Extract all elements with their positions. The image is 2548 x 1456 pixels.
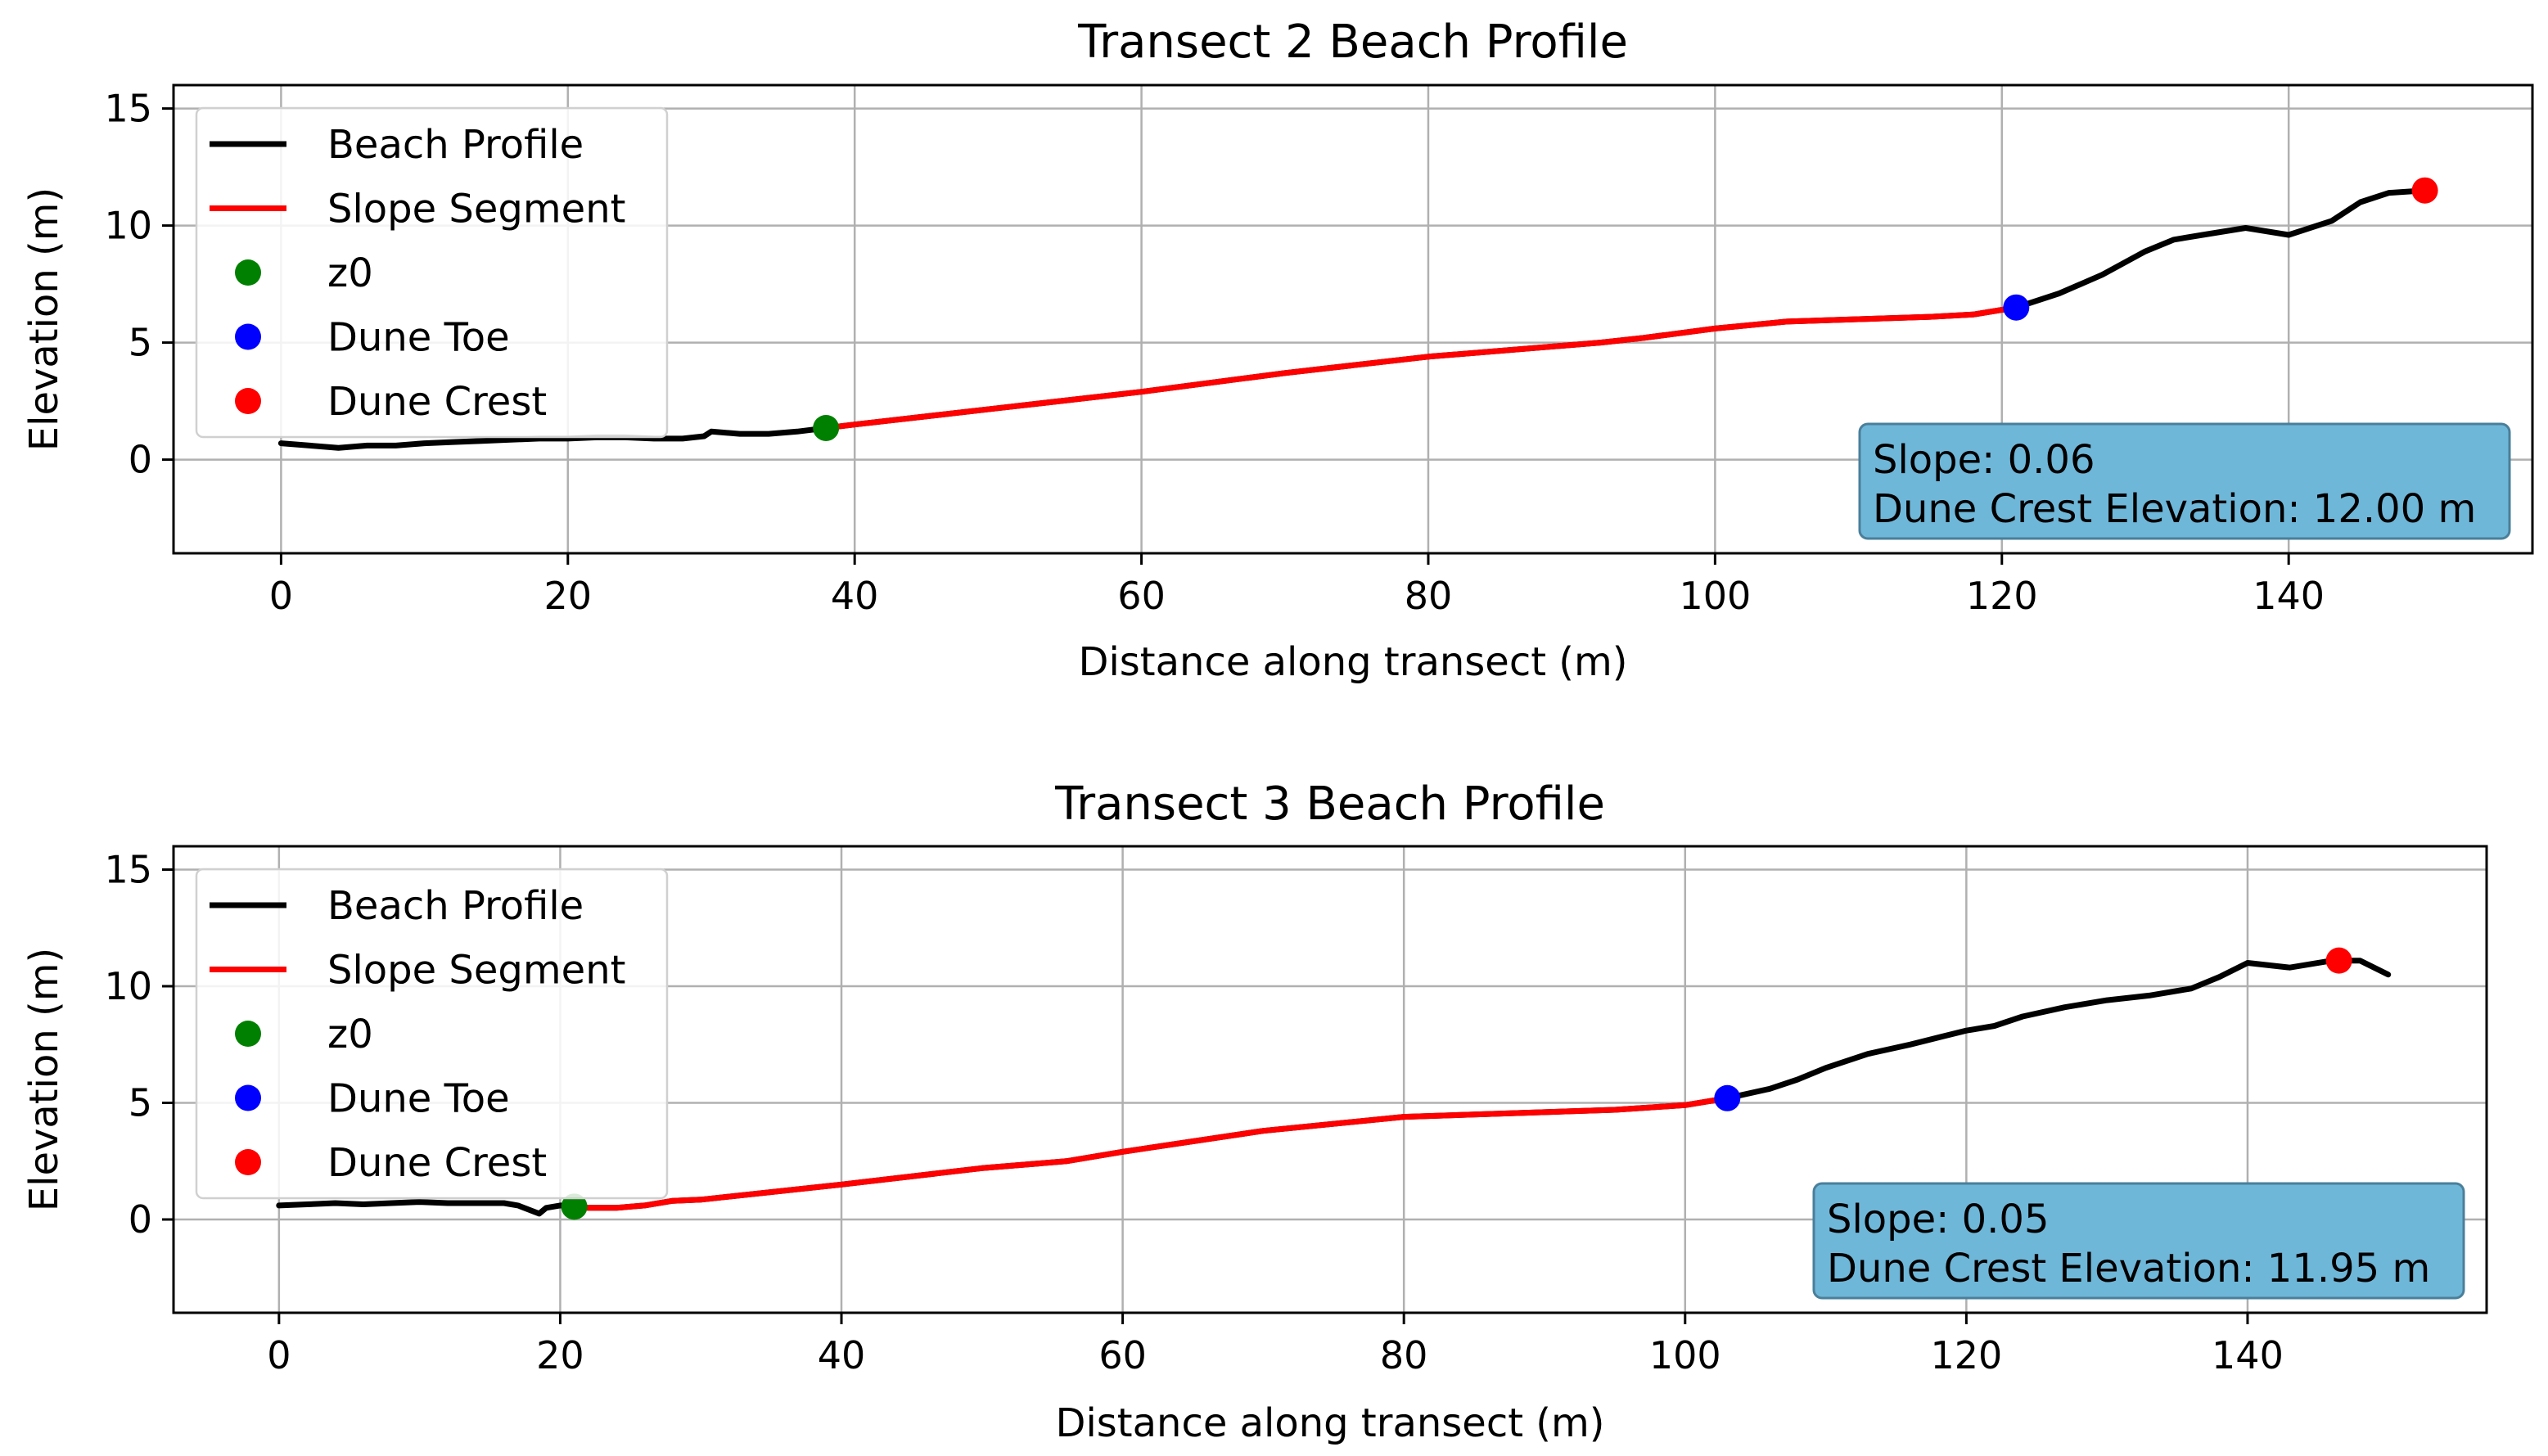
x-tick-label: 80 xyxy=(1405,574,1453,618)
y-tick-label: 5 xyxy=(129,1081,152,1125)
legend-entry-label: Dune Toe xyxy=(327,315,510,361)
x-tick-label: 100 xyxy=(1649,1333,1721,1377)
y-tick-label: 15 xyxy=(104,87,152,131)
x-tick-label: 40 xyxy=(818,1333,866,1377)
x-tick-label: 120 xyxy=(1930,1333,2002,1377)
legend-box xyxy=(195,868,669,1200)
legend-entry-label: Dune Crest xyxy=(327,1140,547,1186)
z0-point xyxy=(813,414,840,441)
axes-frame xyxy=(172,83,2534,555)
y-tick-label: 0 xyxy=(129,438,152,482)
info-box-background xyxy=(1858,422,2511,540)
legend-marker-swatch xyxy=(235,1021,261,1047)
legend: Beach Profile Slope Segment z0 Dune Toe Dune… xyxy=(195,868,669,1200)
x-tick-label: 0 xyxy=(269,574,293,618)
y-axis-label: Elevation (m) xyxy=(21,187,67,451)
x-axis-label: Distance along transect (m) xyxy=(1078,639,1627,685)
legend: Beach Profile Slope Segment z0 Dune Toe Dune… xyxy=(195,106,669,439)
x-tick-label: 100 xyxy=(1679,574,1751,618)
x-tick-label: 140 xyxy=(2253,574,2325,618)
slope-segment-line xyxy=(823,304,2019,431)
dune-toe-point xyxy=(1714,1084,1741,1111)
x-tick-label: 40 xyxy=(831,574,879,618)
legend-entry-label: Slope Segment xyxy=(327,187,625,232)
dune-crest-point xyxy=(2325,947,2352,974)
chart-title: Transect 3 Beach Profile xyxy=(1054,778,1605,831)
y-tick-label: 10 xyxy=(104,964,152,1008)
legend-entry-label: z0 xyxy=(327,250,373,296)
y-tick-label: 0 xyxy=(129,1197,152,1242)
slope-segment-line xyxy=(571,1095,1730,1211)
chart-title: Transect 2 Beach Profile xyxy=(1077,16,1628,69)
legend-marker-swatch xyxy=(235,323,261,350)
info-box-line: Dune Crest Elevation: 12.00 m xyxy=(1873,486,2476,532)
x-tick-label: 140 xyxy=(2212,1333,2284,1377)
z0-point xyxy=(561,1193,588,1220)
x-axis-label: Distance along transect (m) xyxy=(1055,1400,1604,1446)
legend-marker-swatch xyxy=(235,259,261,286)
chart-panel-3: 0 20 40 60 80 100 120 140 0 5 10 15 Transect 3 Beach… xyxy=(21,778,2488,1446)
legend-marker-swatch xyxy=(235,388,261,414)
y-tick-label: 15 xyxy=(104,848,152,892)
dune-toe-point xyxy=(2003,294,2030,321)
legend-entry-label: Dune Crest xyxy=(327,379,547,425)
y-axis-label: Elevation (m) xyxy=(21,948,67,1211)
x-tick-label: 20 xyxy=(536,1333,584,1377)
chart-panel-2: 0 20 40 60 80 100 120 140 0 5 10 15 Transect 2 Beach… xyxy=(21,16,2534,685)
legend-marker-swatch xyxy=(235,1084,261,1111)
x-tick-label: 120 xyxy=(1966,574,2038,618)
y-tick-label: 5 xyxy=(129,321,152,365)
dune-crest-point xyxy=(2411,177,2438,204)
y-tick-label: 10 xyxy=(104,204,152,248)
info-box-line: Slope: 0.06 xyxy=(1873,437,2095,483)
x-tick-label: 20 xyxy=(544,574,593,618)
x-tick-label: 0 xyxy=(267,1333,291,1377)
info-box-background xyxy=(1812,1182,2465,1300)
axes-frame xyxy=(172,845,2488,1314)
x-tick-label: 60 xyxy=(1117,574,1166,618)
legend-entry-label: Dune Toe xyxy=(327,1076,510,1122)
legend-box xyxy=(195,106,669,439)
x-tick-label: 80 xyxy=(1380,1333,1428,1377)
legend-entry-label: Slope Segment xyxy=(327,948,625,994)
info-box-line: Dune Crest Elevation: 11.95 m xyxy=(1827,1246,2430,1291)
legend-marker-swatch xyxy=(235,1149,261,1175)
info-box-line: Slope: 0.05 xyxy=(1827,1197,2049,1242)
legend-entry-label: z0 xyxy=(327,1012,373,1057)
x-tick-label: 60 xyxy=(1098,1333,1147,1377)
legend-entry-label: Beach Profile xyxy=(327,122,584,168)
legend-entry-label: Beach Profile xyxy=(327,883,584,929)
